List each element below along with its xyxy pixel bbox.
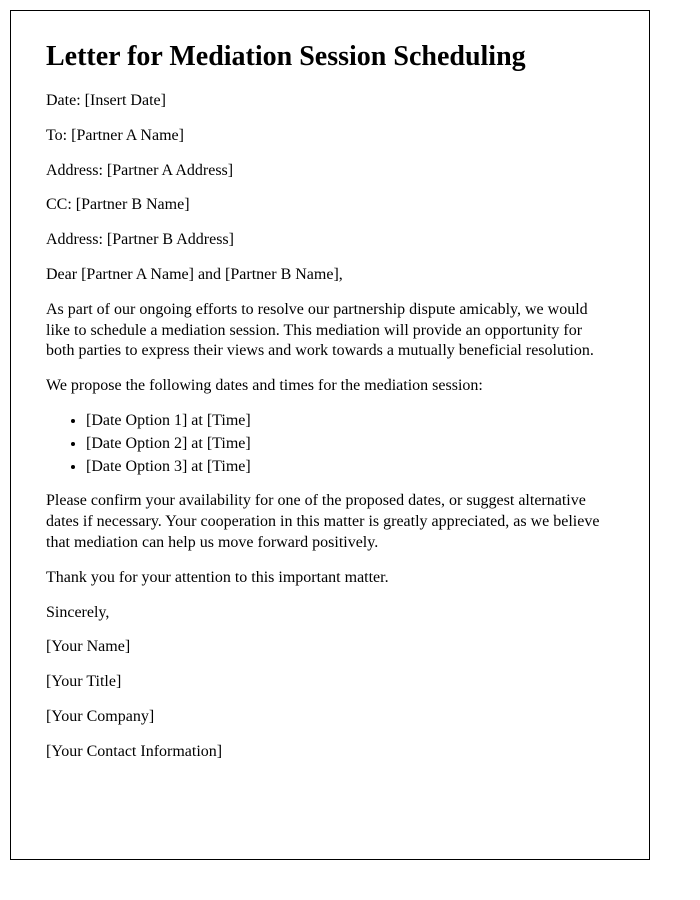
- cc-label: CC:: [46, 196, 76, 213]
- address-b-label: Address:: [46, 231, 107, 248]
- date-value: [Insert Date]: [85, 92, 166, 109]
- cc-value: [Partner B Name]: [76, 196, 190, 213]
- address-a-field: Address: [Partner A Address]: [46, 161, 614, 182]
- to-label: To:: [46, 127, 71, 144]
- body-para-3: Please confirm your availability for one…: [46, 491, 614, 553]
- signoff: Sincerely,: [46, 603, 614, 624]
- body-para-4: Thank you for your attention to this imp…: [46, 568, 614, 589]
- cc-field: CC: [Partner B Name]: [46, 195, 614, 216]
- date-label: Date:: [46, 92, 85, 109]
- body-para-1: As part of our ongoing efforts to resolv…: [46, 300, 614, 362]
- address-a-value: [Partner A Address]: [107, 162, 233, 179]
- sender-title: [Your Title]: [46, 672, 614, 693]
- date-option-3: [Date Option 3] at [Time]: [86, 457, 614, 478]
- date-option-2: [Date Option 2] at [Time]: [86, 434, 614, 455]
- date-option-1: [Date Option 1] at [Time]: [86, 411, 614, 432]
- to-value: [Partner A Name]: [71, 127, 184, 144]
- sender-contact: [Your Contact Information]: [46, 742, 614, 763]
- letter-title: Letter for Mediation Session Scheduling: [46, 41, 614, 73]
- salutation: Dear [Partner A Name] and [Partner B Nam…: [46, 265, 614, 286]
- body-para-2: We propose the following dates and times…: [46, 376, 614, 397]
- sender-name: [Your Name]: [46, 637, 614, 658]
- date-field: Date: [Insert Date]: [46, 91, 614, 112]
- address-b-field: Address: [Partner B Address]: [46, 230, 614, 251]
- address-a-label: Address:: [46, 162, 107, 179]
- date-options-list: [Date Option 1] at [Time] [Date Option 2…: [46, 411, 614, 477]
- letter-container: Letter for Mediation Session Scheduling …: [10, 10, 650, 860]
- address-b-value: [Partner B Address]: [107, 231, 234, 248]
- sender-company: [Your Company]: [46, 707, 614, 728]
- to-field: To: [Partner A Name]: [46, 126, 614, 147]
